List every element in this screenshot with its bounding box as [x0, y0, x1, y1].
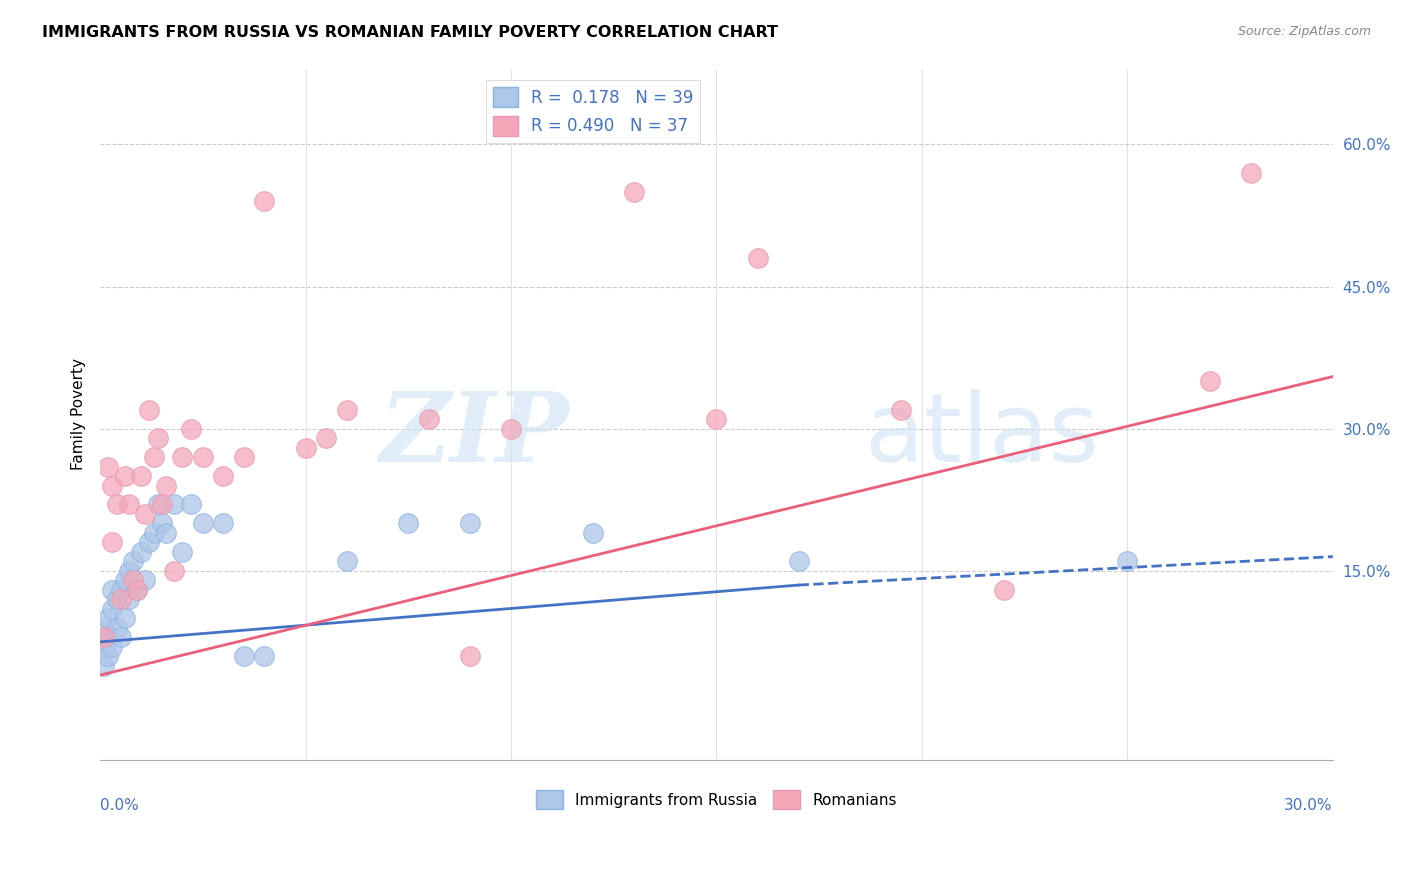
Point — [114, 611, 136, 625]
Point — [1116, 554, 1139, 568]
Text: Source: ZipAtlas.com: Source: ZipAtlas.com — [1237, 25, 1371, 38]
Point — [110, 582, 132, 597]
Point — [191, 516, 214, 531]
Y-axis label: Family Poverty: Family Poverty — [72, 359, 86, 470]
Point — [97, 630, 120, 644]
Point — [134, 574, 156, 588]
Point — [336, 402, 359, 417]
Point — [97, 459, 120, 474]
Point — [623, 185, 645, 199]
Point — [110, 630, 132, 644]
Point — [499, 422, 522, 436]
Point — [93, 621, 115, 635]
Point — [110, 592, 132, 607]
Text: 30.0%: 30.0% — [1284, 798, 1333, 814]
Point — [706, 412, 728, 426]
Point — [129, 545, 152, 559]
Point — [118, 498, 141, 512]
Point — [105, 621, 128, 635]
Point — [191, 450, 214, 464]
Point — [155, 525, 177, 540]
Point — [129, 469, 152, 483]
Point — [458, 649, 481, 664]
Point — [232, 649, 254, 664]
Point — [101, 478, 124, 492]
Point — [582, 525, 605, 540]
Point — [163, 498, 186, 512]
Point — [122, 554, 145, 568]
Point — [146, 431, 169, 445]
Point — [118, 592, 141, 607]
Point — [97, 611, 120, 625]
Point — [163, 564, 186, 578]
Point — [101, 601, 124, 615]
Point — [138, 402, 160, 417]
Point — [172, 450, 194, 464]
Point — [97, 649, 120, 664]
Text: ZIP: ZIP — [378, 388, 568, 483]
Point — [1239, 166, 1261, 180]
Point — [150, 498, 173, 512]
Text: IMMIGRANTS FROM RUSSIA VS ROMANIAN FAMILY POVERTY CORRELATION CHART: IMMIGRANTS FROM RUSSIA VS ROMANIAN FAMIL… — [42, 25, 778, 40]
Point — [142, 450, 165, 464]
Point — [180, 422, 202, 436]
Point — [142, 525, 165, 540]
Point — [212, 469, 235, 483]
Point — [118, 564, 141, 578]
Point — [315, 431, 337, 445]
Point — [253, 649, 276, 664]
Point — [458, 516, 481, 531]
Legend: Immigrants from Russia, Romanians: Immigrants from Russia, Romanians — [530, 784, 903, 815]
Point — [122, 574, 145, 588]
Point — [138, 535, 160, 549]
Point — [93, 658, 115, 673]
Point — [146, 498, 169, 512]
Point — [418, 412, 440, 426]
Point — [890, 402, 912, 417]
Point — [105, 498, 128, 512]
Point — [101, 582, 124, 597]
Point — [787, 554, 810, 568]
Point — [1198, 374, 1220, 388]
Point — [93, 640, 115, 654]
Point — [232, 450, 254, 464]
Point — [336, 554, 359, 568]
Point — [114, 469, 136, 483]
Point — [993, 582, 1015, 597]
Text: atlas: atlas — [865, 389, 1099, 482]
Point — [155, 478, 177, 492]
Point — [172, 545, 194, 559]
Point — [101, 640, 124, 654]
Point — [253, 194, 276, 209]
Point — [105, 592, 128, 607]
Point — [294, 441, 316, 455]
Point — [396, 516, 419, 531]
Point — [101, 535, 124, 549]
Point — [127, 582, 149, 597]
Point — [127, 582, 149, 597]
Point — [212, 516, 235, 531]
Point — [93, 630, 115, 644]
Point — [180, 498, 202, 512]
Point — [747, 251, 769, 265]
Text: 0.0%: 0.0% — [100, 798, 139, 814]
Point — [150, 516, 173, 531]
Point — [114, 574, 136, 588]
Point — [134, 507, 156, 521]
